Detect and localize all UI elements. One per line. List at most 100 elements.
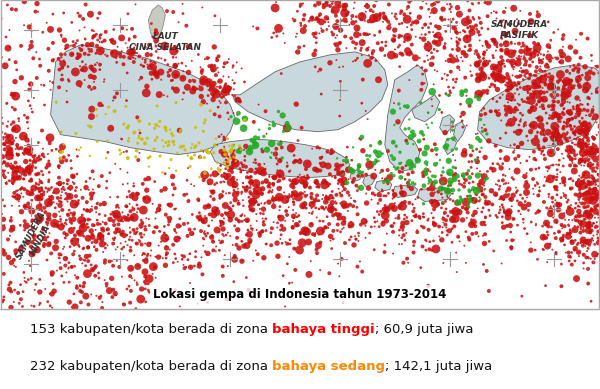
Point (221, 157, 231, 163)
Point (373, 218, 382, 224)
Point (241, 164, 251, 170)
Point (440, 222, 450, 228)
Point (151, 137, 160, 144)
Point (166, 67, 175, 73)
Point (55, 209, 64, 215)
Point (64, 259, 74, 266)
Point (321, 199, 331, 205)
Point (349, 144, 358, 151)
Point (56, 195, 65, 201)
Point (477, 67, 487, 74)
Point (512, 16, 522, 22)
Point (154, 254, 163, 260)
Point (488, 53, 497, 59)
Point (267, 34, 277, 40)
Point (71, 69, 80, 75)
Point (310, 33, 319, 40)
Point (60, 59, 70, 65)
Point (2, 140, 12, 146)
Point (310, 51, 319, 58)
Point (506, 246, 516, 252)
Point (577, 145, 587, 152)
Point (476, 180, 485, 186)
Point (506, 245, 516, 251)
Point (74, 244, 84, 250)
Point (340, 180, 349, 186)
Point (583, 189, 593, 195)
Point (11, 239, 20, 245)
Point (557, 151, 567, 157)
Point (262, 147, 272, 153)
Point (109, 218, 118, 224)
Point (334, 180, 343, 187)
Point (403, 180, 413, 186)
Point (85, 52, 95, 58)
Point (95, 10, 104, 16)
Point (254, 230, 264, 237)
Point (265, 125, 274, 131)
Point (61, 263, 70, 269)
Point (542, 178, 551, 184)
Point (430, 173, 440, 179)
Point (208, 92, 218, 98)
Point (23, 115, 32, 121)
Point (383, 190, 393, 196)
Point (229, 63, 238, 69)
Point (232, 242, 241, 248)
Point (221, 175, 231, 182)
Point (472, 72, 482, 78)
Point (472, 62, 482, 68)
Point (536, 123, 546, 129)
Point (17, 136, 26, 142)
Point (286, 145, 296, 151)
Point (187, 58, 197, 64)
Point (275, 158, 284, 164)
Point (464, 159, 474, 165)
Point (538, 85, 547, 91)
Point (563, 144, 572, 150)
Point (428, 215, 438, 221)
Point (593, 165, 600, 172)
Point (275, 157, 285, 163)
Point (218, 73, 228, 79)
Point (557, 96, 567, 102)
Point (425, 177, 435, 184)
Point (100, 212, 110, 219)
Point (574, 203, 583, 209)
Point (125, 56, 135, 62)
Point (26, 303, 36, 309)
Point (257, 145, 267, 152)
Point (57, 72, 67, 78)
Point (289, 207, 298, 213)
Point (215, 229, 224, 235)
Point (561, 195, 571, 201)
Point (332, 57, 341, 63)
Point (580, 107, 589, 113)
Point (419, 214, 428, 220)
Point (143, 287, 153, 293)
Point (128, 55, 138, 61)
Point (375, 140, 385, 146)
Point (578, 237, 588, 243)
Point (462, 34, 472, 40)
Point (25, 169, 35, 175)
Point (502, 41, 511, 47)
Point (300, 189, 310, 195)
Point (289, 152, 299, 158)
Point (388, 188, 398, 194)
Point (119, 244, 128, 250)
Point (535, 188, 544, 194)
Point (509, 114, 518, 121)
Point (178, 96, 187, 102)
Point (298, 179, 307, 185)
Point (427, 120, 437, 126)
Point (590, 63, 600, 69)
Point (460, 44, 470, 50)
Point (140, 240, 150, 247)
Point (40, 205, 49, 211)
Point (521, 68, 531, 75)
Point (29, 303, 39, 309)
Point (535, 58, 545, 64)
Point (314, 18, 324, 24)
Point (95, 35, 105, 41)
